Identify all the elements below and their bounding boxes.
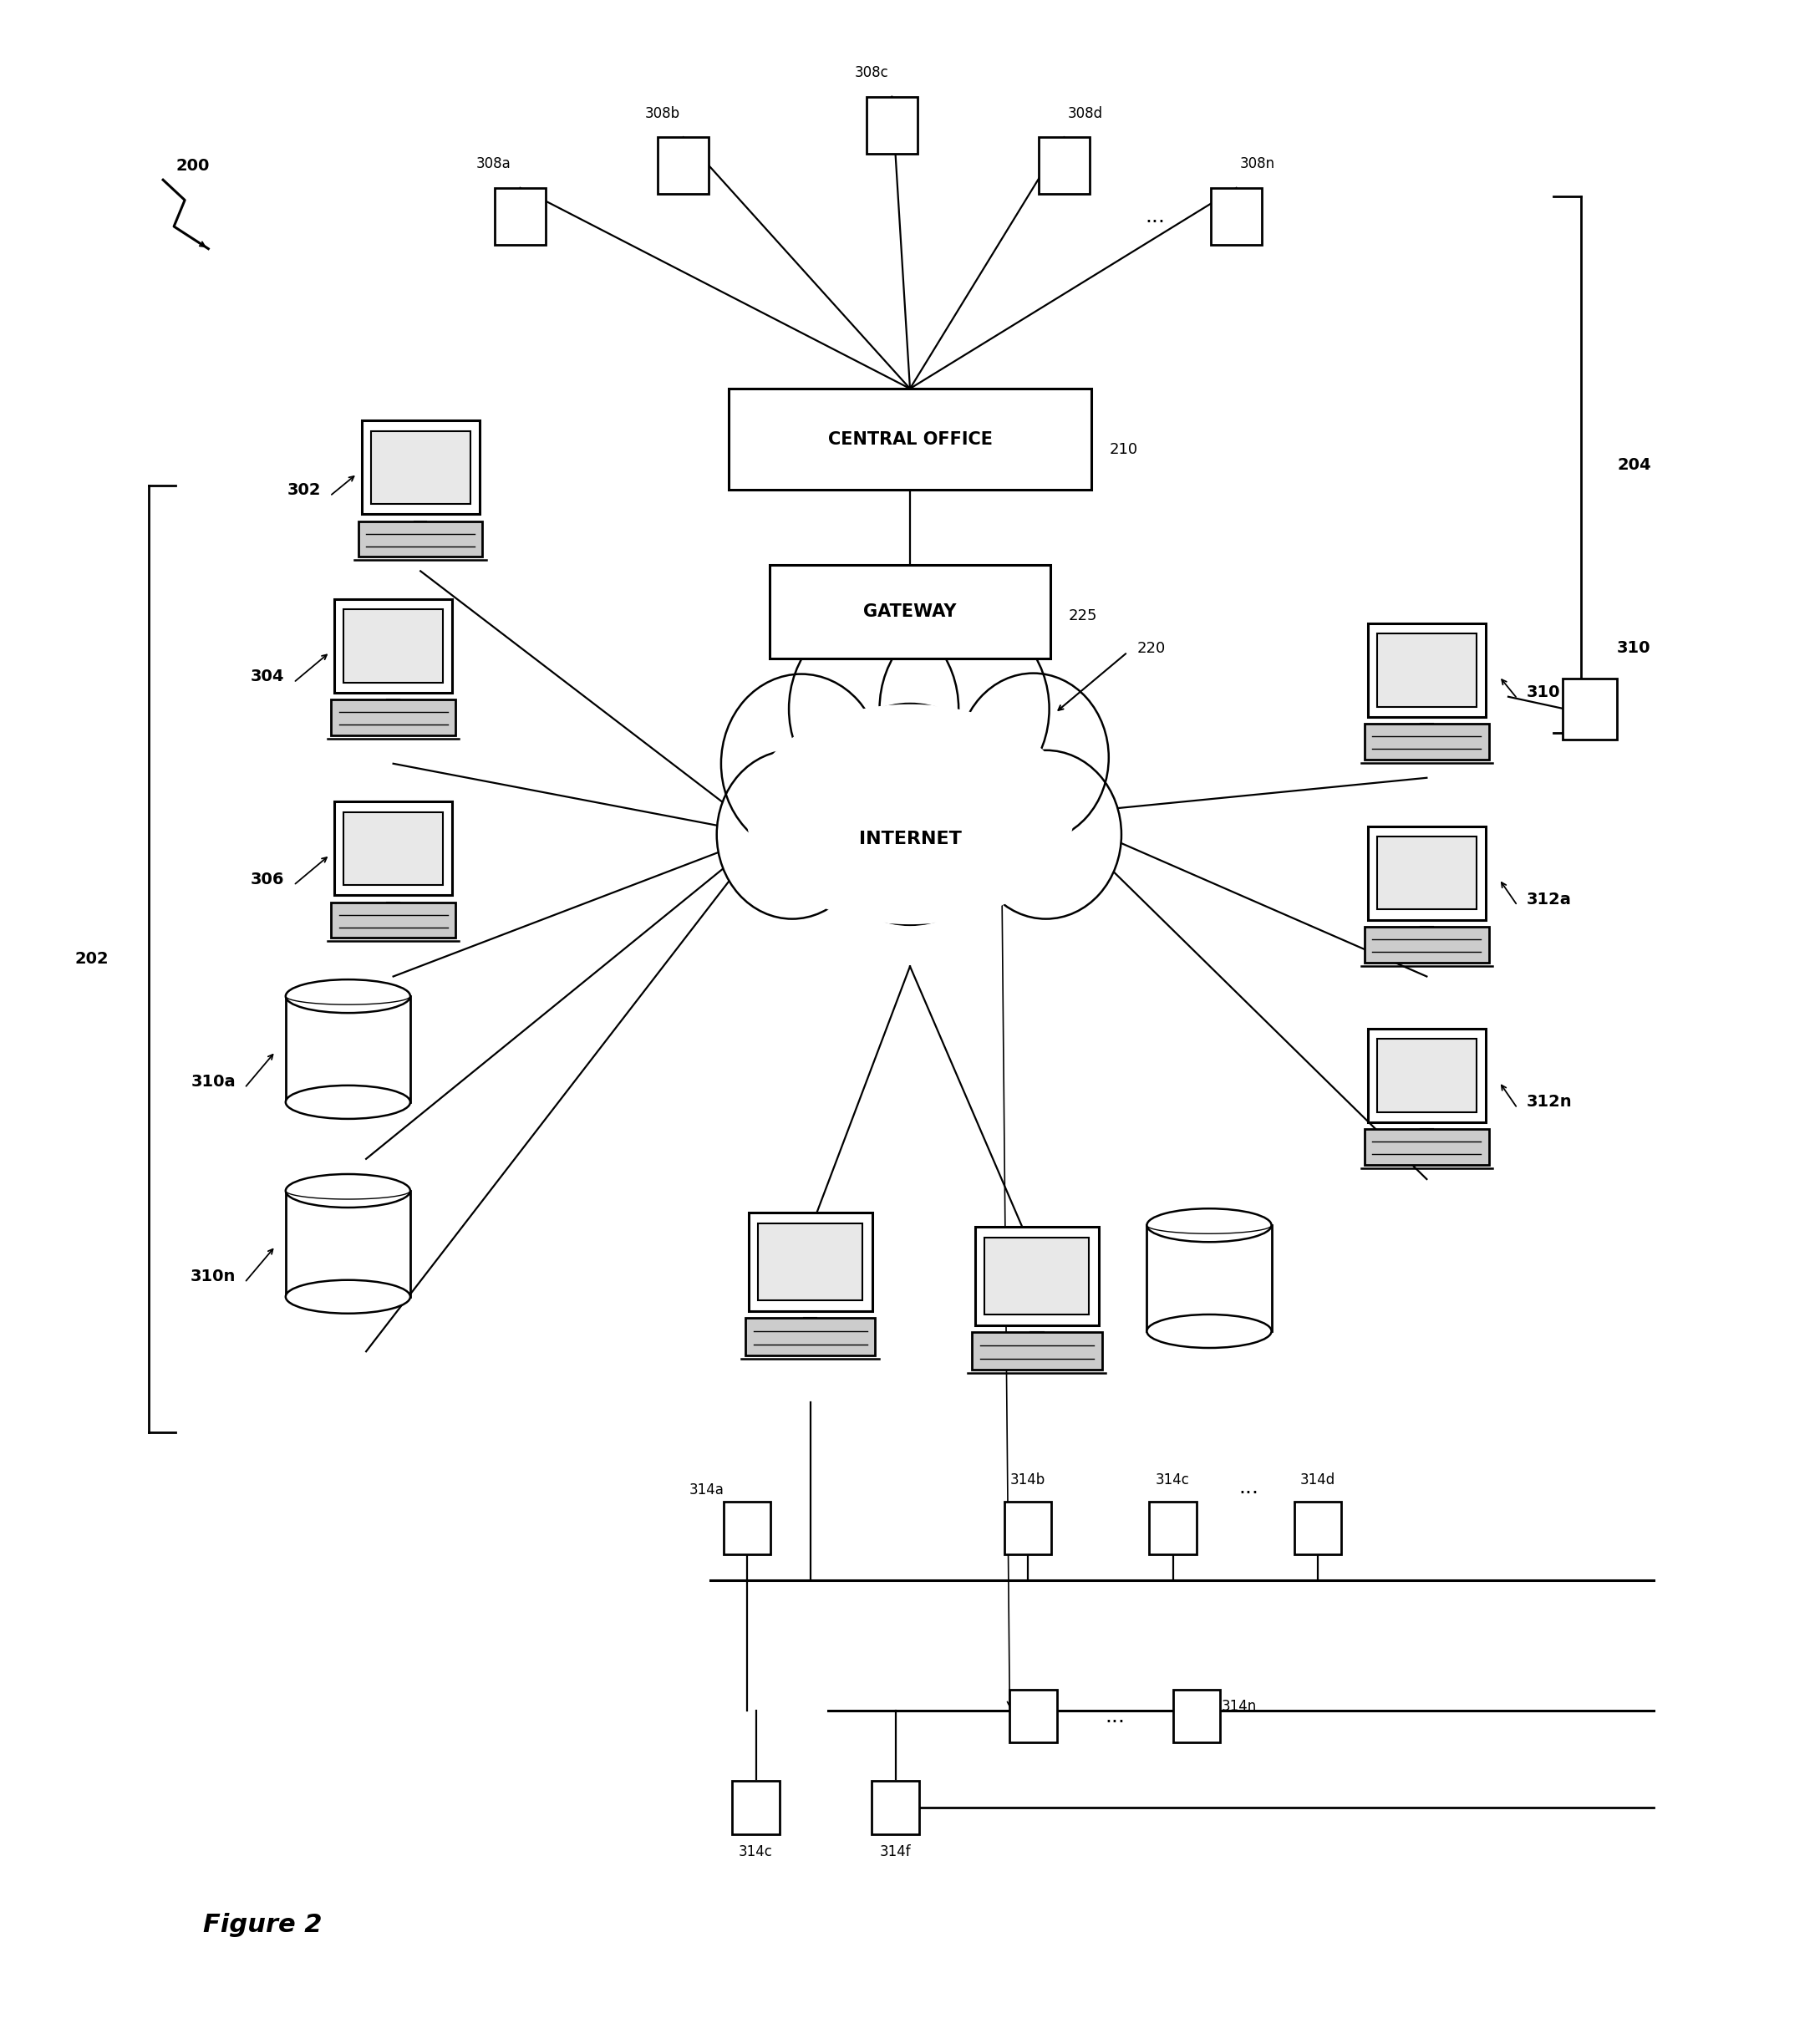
Bar	[359, 521, 482, 557]
Bar	[985, 1239, 1088, 1314]
Text: CENTRAL OFFICE: CENTRAL OFFICE	[828, 431, 992, 447]
Bar	[1563, 679, 1618, 738]
Bar	[1378, 633, 1476, 706]
Circle shape	[957, 673, 1108, 842]
Bar	[1378, 836, 1476, 909]
Ellipse shape	[1147, 1314, 1272, 1349]
Polygon shape	[746, 706, 1074, 923]
Text: ...: ...	[1239, 1477, 1259, 1497]
Text: 308d: 308d	[1068, 106, 1103, 122]
Bar	[362, 421, 479, 515]
Bar	[866, 98, 917, 153]
Bar	[1039, 136, 1090, 193]
Ellipse shape	[286, 1174, 410, 1208]
Text: 308b: 308b	[644, 106, 679, 122]
Bar	[495, 187, 546, 244]
Text: INTERNET: INTERNET	[859, 830, 961, 846]
Circle shape	[879, 614, 1050, 803]
Bar	[331, 700, 455, 734]
Bar	[748, 1212, 872, 1312]
Text: 314a: 314a	[690, 1483, 724, 1497]
Bar	[1367, 826, 1485, 919]
Text: Figure 2: Figure 2	[202, 1914, 322, 1936]
Bar	[335, 600, 453, 694]
Text: 310: 310	[1618, 641, 1651, 657]
Bar	[344, 610, 442, 683]
Ellipse shape	[286, 980, 410, 1013]
Ellipse shape	[1147, 1208, 1272, 1243]
Bar	[1294, 1501, 1341, 1554]
Text: 314c: 314c	[739, 1845, 774, 1859]
Bar	[723, 1501, 770, 1554]
Text: 204: 204	[1618, 458, 1651, 472]
Text: ...: ...	[1145, 205, 1165, 226]
Text: 308c: 308c	[854, 65, 888, 81]
Circle shape	[812, 704, 1008, 925]
Bar	[1148, 1501, 1196, 1554]
Text: ...: ...	[1105, 1707, 1125, 1727]
Bar	[1172, 1690, 1219, 1743]
Ellipse shape	[286, 1279, 410, 1314]
Bar	[1365, 724, 1489, 759]
Bar	[1378, 1039, 1476, 1113]
Text: 210: 210	[1110, 441, 1138, 458]
Text: 304: 304	[251, 669, 284, 683]
Bar	[770, 565, 1050, 659]
Bar	[976, 1227, 1099, 1324]
Text: 306: 306	[251, 871, 284, 887]
Bar	[1365, 928, 1489, 962]
Text: 312a: 312a	[1527, 891, 1571, 907]
Text: 314d: 314d	[1299, 1473, 1336, 1487]
Circle shape	[970, 751, 1121, 919]
Bar	[732, 1782, 779, 1835]
Text: 300: 300	[1010, 1263, 1043, 1277]
Bar	[331, 903, 455, 938]
Text: 202: 202	[75, 952, 109, 968]
Bar	[1210, 187, 1261, 244]
Bar	[1010, 1690, 1057, 1743]
Bar	[371, 431, 470, 504]
Text: 225: 225	[1068, 608, 1097, 622]
Text: 302: 302	[288, 482, 320, 498]
Text: 310n: 310n	[189, 1269, 235, 1283]
Bar	[335, 801, 453, 895]
Bar	[759, 1224, 863, 1300]
Circle shape	[721, 673, 881, 852]
Text: 314f: 314f	[879, 1845, 912, 1859]
Text: 310: 310	[1527, 685, 1560, 700]
Text: 314c: 314c	[1156, 1473, 1190, 1487]
Bar	[972, 1332, 1101, 1369]
Text: 308n: 308n	[1239, 157, 1276, 171]
Bar	[1365, 1129, 1489, 1165]
Circle shape	[717, 751, 868, 919]
Ellipse shape	[286, 1086, 410, 1119]
Text: 310a: 310a	[191, 1074, 235, 1090]
Text: 308a: 308a	[477, 157, 511, 171]
Text: GATEWAY: GATEWAY	[863, 604, 957, 620]
Bar	[746, 1318, 875, 1355]
Bar	[1367, 1029, 1485, 1123]
Bar	[872, 1782, 919, 1835]
Bar	[1367, 622, 1485, 718]
Bar	[659, 136, 708, 193]
Text: 312n: 312n	[1527, 1094, 1572, 1111]
Text: 314g: 314g	[961, 742, 997, 757]
Text: 314b: 314b	[1010, 1473, 1045, 1487]
Bar	[1005, 1501, 1052, 1554]
Text: 314n: 314n	[1221, 1698, 1258, 1715]
Text: 200: 200	[177, 159, 209, 173]
Bar	[728, 388, 1092, 490]
Circle shape	[788, 614, 959, 803]
Bar	[344, 812, 442, 885]
Text: 220: 220	[1138, 641, 1165, 655]
